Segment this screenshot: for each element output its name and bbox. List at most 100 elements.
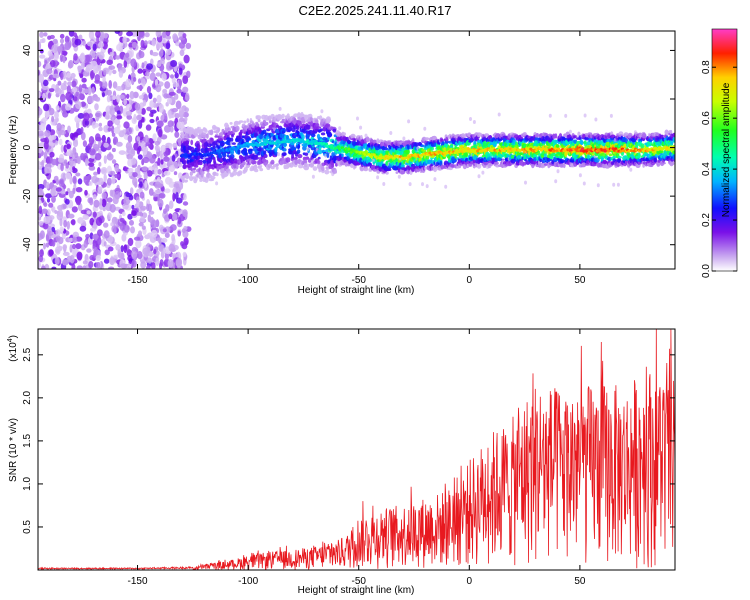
- heatmap-cell: [156, 237, 163, 242]
- heatmap-cell: [103, 230, 110, 239]
- heatmap-cell: [78, 84, 83, 93]
- heatmap-cell: [123, 197, 131, 206]
- heatmap-cell: [306, 147, 310, 152]
- heatmap-cell: [164, 113, 168, 121]
- heatmap-cell: [161, 237, 168, 243]
- heatmap-cell: [164, 81, 171, 89]
- heatmap-cell: [257, 151, 261, 156]
- heatmap-cell: [139, 216, 145, 223]
- heatmap-cell: [243, 169, 248, 173]
- heatmap-cell: [106, 89, 112, 96]
- heatmap-cell: [164, 188, 171, 194]
- heatmap-cell: [141, 212, 148, 219]
- heatmap-cell: [75, 243, 82, 250]
- heatmap-cell: [174, 112, 180, 119]
- heatmap-cell: [332, 128, 337, 133]
- heatmap-cell: [178, 79, 183, 87]
- heatmap-cell: [108, 266, 115, 269]
- heatmap-cell: [142, 146, 149, 153]
- heatmap-cell: [165, 204, 170, 212]
- heatmap-cell: [41, 86, 49, 90]
- heatmap-cell: [253, 160, 257, 164]
- heatmap-cell: [621, 137, 626, 143]
- heatmap-cell: [472, 120, 476, 124]
- heatmap-cell: [270, 159, 275, 165]
- heatmap-cell: [106, 214, 110, 220]
- heatmap-cell: [420, 144, 425, 148]
- heatmap-cell: [158, 129, 163, 138]
- heatmap-cell: [192, 169, 196, 174]
- heatmap-cell: [653, 157, 657, 162]
- heatmap-cell: [113, 126, 121, 134]
- heatmap-cell: [51, 266, 57, 269]
- heatmap-cell: [52, 38, 58, 45]
- heatmap-cell: [93, 96, 101, 102]
- heatmap-cell: [112, 81, 118, 89]
- heatmap-cell: [637, 152, 641, 158]
- heatmap-cell: [640, 143, 645, 149]
- heatmap-cell: [367, 158, 373, 162]
- heatmap-cell: [95, 112, 101, 118]
- heatmap-cell: [110, 222, 114, 227]
- heatmap-cell: [85, 67, 90, 73]
- heatmap-cell: [425, 184, 429, 189]
- heatmap-cell: [75, 172, 81, 177]
- heatmap-cell: [143, 171, 148, 180]
- heatmap-cell: [158, 103, 164, 113]
- heatmap-cell: [66, 72, 72, 78]
- heatmap-cell: [159, 150, 163, 159]
- heatmap-cell: [664, 129, 669, 136]
- heatmap-cell: [103, 241, 107, 247]
- heatmap-cell: [82, 214, 90, 220]
- heatmap-cell: [672, 136, 675, 142]
- heatmap-cell: [154, 140, 160, 146]
- heatmap-cell: [165, 42, 171, 50]
- heatmap-cell: [98, 177, 104, 186]
- heatmap-cell: [179, 49, 185, 57]
- heatmap-cell: [83, 54, 91, 63]
- heatmap-cell: [43, 242, 46, 250]
- heatmap-cell: [125, 52, 130, 58]
- heatmap-cell: [146, 86, 152, 94]
- heatmap-cell: [145, 71, 150, 77]
- heatmap-cell: [657, 159, 661, 163]
- heatmap-cell: [55, 229, 61, 237]
- heatmap-cell: [76, 265, 83, 269]
- heatmap-cell: [173, 183, 180, 189]
- heatmap-ridge-point: [306, 139, 310, 142]
- heatmap-cell: [133, 113, 137, 123]
- heatmap-cell: [541, 140, 546, 145]
- heatmap-cell: [38, 221, 45, 226]
- heatmap-cell: [423, 126, 427, 131]
- heatmap-cell: [136, 136, 141, 142]
- heatmap-cell: [146, 170, 153, 177]
- heatmap-cell: [115, 86, 123, 91]
- heatmap-cell: [222, 151, 226, 157]
- heatmap-cell: [211, 137, 214, 144]
- heatmap-cell: [140, 205, 147, 211]
- heatmap-cell: [153, 248, 157, 255]
- heatmap-cell: [146, 264, 151, 269]
- heatmap-cell: [364, 133, 368, 138]
- heatmap-cell: [147, 203, 152, 212]
- heatmap-cell: [198, 161, 203, 166]
- heatmap-cell: [424, 137, 430, 141]
- heatmap-cell: [307, 158, 312, 163]
- heatmap-cell: [172, 192, 176, 202]
- heatmap-cell: [238, 120, 244, 123]
- heatmap-cell: [163, 156, 170, 162]
- heatmap-cell: [212, 171, 217, 176]
- heatmap-cell: [172, 142, 178, 149]
- heatmap-cell: [656, 132, 659, 136]
- heatmap-cell: [629, 167, 633, 172]
- heatmap-cell: [277, 152, 280, 157]
- heatmap-cell: [136, 211, 142, 216]
- heatmap-cell: [43, 202, 48, 208]
- heatmap-cell: [293, 118, 297, 123]
- heatmap-cell: [117, 249, 122, 257]
- heatmap-cell: [440, 164, 445, 170]
- heatmap-cell: [493, 161, 499, 165]
- heatmap-cell: [608, 153, 613, 157]
- heatmap-cell: [263, 150, 267, 155]
- heatmap-cell: [309, 152, 313, 157]
